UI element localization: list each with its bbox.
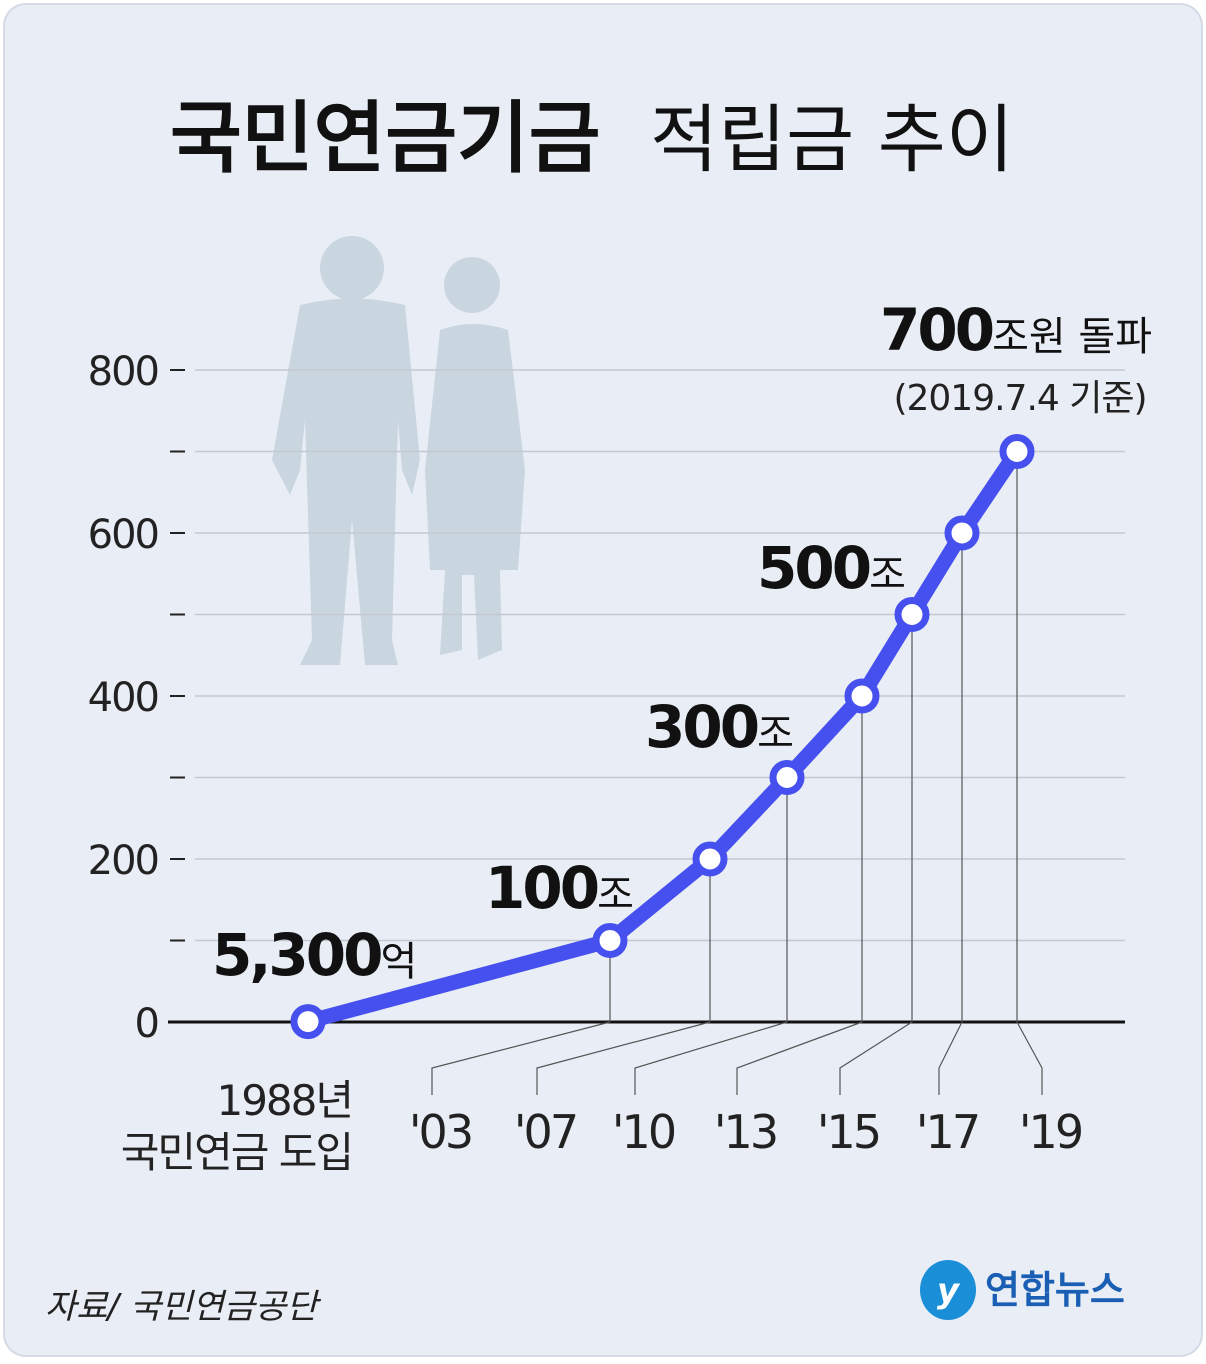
x-tick-label: '10 — [612, 1105, 675, 1159]
point-marker — [592, 923, 628, 958]
annotation: (2019.7.4 기준) — [893, 378, 1146, 419]
silhouette — [272, 236, 525, 665]
leader-line — [839, 1021, 913, 1095]
y-tick-label: 200 — [88, 838, 158, 884]
leader-line — [736, 1021, 863, 1095]
x-tick-label: '07 — [514, 1105, 576, 1159]
grid — [195, 369, 1125, 942]
point-marker — [999, 434, 1035, 469]
y-tick-label: 400 — [88, 675, 158, 721]
leader-line — [431, 1021, 611, 1095]
logo-icon — [920, 1260, 976, 1320]
data-label: 100조 — [485, 854, 634, 922]
point-marker — [844, 678, 880, 714]
y-tick-label: 0 — [135, 1001, 158, 1047]
logo: y 연합뉴스 — [920, 1260, 1125, 1320]
x-tick-label: '15 — [817, 1105, 879, 1159]
point-marker — [769, 760, 805, 795]
data-label: 500조 — [757, 534, 906, 602]
x-tick-label: '03 — [409, 1105, 471, 1159]
logo-text: 연합뉴스 — [985, 1268, 1125, 1312]
data-label: 700조원 돌파 — [880, 296, 1152, 364]
point-marker — [944, 515, 980, 551]
data-label: 5,300억 — [212, 921, 417, 989]
x-tick-label: 1988년 국민연금 도입 — [121, 1076, 352, 1177]
y-tick-label: 600 — [88, 512, 158, 558]
data-label: 300조 — [645, 693, 794, 761]
leader-line — [634, 1021, 788, 1095]
point-marker — [290, 1004, 326, 1040]
logo-icon: y — [937, 1271, 961, 1311]
point-marker — [692, 841, 728, 877]
x-tick-label: '13 — [714, 1105, 776, 1159]
leader-line — [1016, 1021, 1043, 1095]
chart-title: 적립금 추이 — [650, 97, 1014, 183]
leader-line — [536, 1021, 711, 1095]
source: 자료/ 국민연금공단 — [45, 1287, 321, 1327]
x-tick-label: '17 — [916, 1105, 978, 1159]
leader-line — [938, 1021, 963, 1095]
chart-title: 국민연금기금 — [170, 94, 601, 184]
x-tick-label: '19 — [1019, 1105, 1082, 1159]
y-tick-label: 800 — [88, 349, 158, 395]
point-marker — [894, 597, 930, 632]
